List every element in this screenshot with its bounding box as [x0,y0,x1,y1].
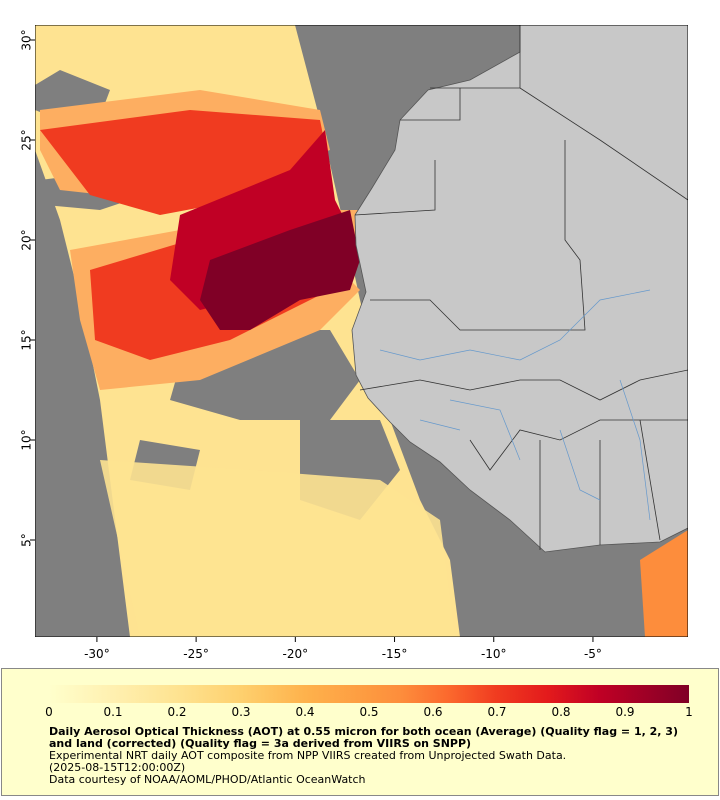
y-tick-label: 5° [20,533,34,547]
colorbar-tick-label: 0.5 [359,705,379,719]
colorbar-tick-label: 0.3 [231,705,251,719]
y-tick-label: 10° [20,429,34,450]
map-image [35,25,688,637]
x-tick-label: -25° [183,647,209,660]
legend-title: Daily Aerosol Optical Thickness (AOT) at… [49,725,678,750]
borders [354,25,688,550]
y-tick-label: 25° [20,129,34,150]
y-tick-label: 15° [20,329,34,350]
colorbar-tick-label: 0.6 [423,705,443,719]
colorbar-tick-label: 0.2 [167,705,187,719]
colorbar-tick-label: 0.1 [103,705,123,719]
x-tick-label: -5° [584,647,602,660]
legend-note: (2025-08-15T12:00:00Z) [49,761,186,774]
x-tick-label: -30° [84,647,110,660]
legend-notes: Experimental NRT daily AOT composite fro… [2,750,566,786]
colorbar-tick-label: 0.8 [551,705,571,719]
colorbar-tick-label: 0.4 [295,705,315,719]
colorbar [49,685,689,703]
x-tick-label: -20° [283,647,309,660]
y-tick-label: 20° [20,229,34,250]
legend-panel: 0 0.1 0.2 0.3 0.4 0.5 0.6 0.7 0.8 0.9 1 Daily Aero… [1,668,719,796]
x-tick-label: -15° [382,647,408,660]
colorbar-tick-label: 1 [685,705,693,719]
rivers [379,289,651,521]
colorbar-tick-label: 0.9 [615,705,635,719]
x-tick-label: -10° [481,647,507,660]
legend-note: Data courtesy of NOAA/AOML/PHOD/Atlantic… [49,773,366,786]
colorbar-tick-label: 0.7 [487,705,507,719]
colorbar-ticks: 0 0.1 0.2 0.3 0.4 0.5 0.6 0.7 0.8 0.9 1 [2,705,718,721]
map: -30° -25° -20° -15° -10° -5° 30° 25° 20° 15° 10° 5° [20,25,688,660]
colorbar-tick-label: 0 [45,705,53,719]
legend-note: Experimental NRT daily AOT composite fro… [49,749,567,762]
y-tick-label: 30° [20,29,34,50]
